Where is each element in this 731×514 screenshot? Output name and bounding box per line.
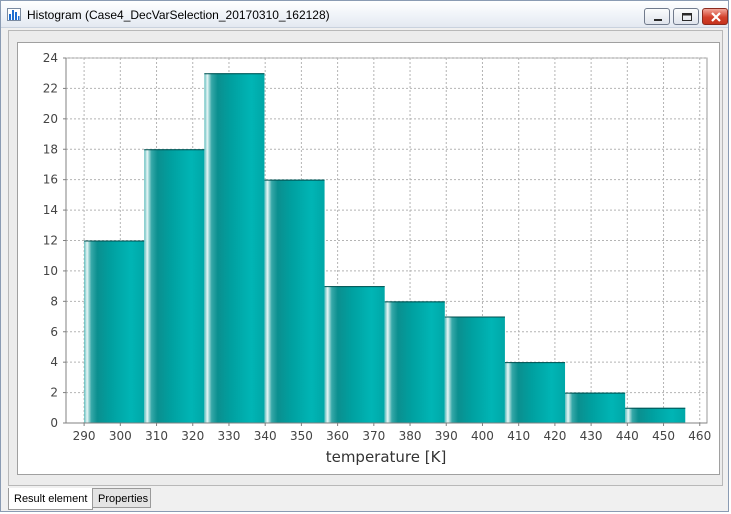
- x-tick-label: 390: [435, 429, 458, 443]
- tab-properties[interactable]: Properties: [92, 488, 151, 508]
- close-button[interactable]: [702, 8, 728, 25]
- x-tick-label: 350: [290, 429, 313, 443]
- y-tick-label: 16: [43, 173, 58, 187]
- x-tick-label: 440: [616, 429, 639, 443]
- maximize-icon: [682, 13, 692, 21]
- x-axis-label: temperature [K]: [326, 448, 447, 466]
- x-tick-label: 450: [652, 429, 675, 443]
- maximize-button[interactable]: [673, 8, 699, 25]
- close-icon: [711, 12, 721, 22]
- histogram-bar: [264, 179, 325, 423]
- y-tick-label: 24: [43, 51, 58, 65]
- minimize-icon: [654, 19, 662, 21]
- histogram-bar: [504, 362, 566, 423]
- histogram-bar: [625, 407, 686, 423]
- y-tick-label: 12: [43, 234, 58, 248]
- y-tick-label: 0: [50, 416, 58, 430]
- x-tick-label: 360: [326, 429, 349, 443]
- x-tick-label: 400: [471, 429, 494, 443]
- x-tick-label: 290: [73, 429, 96, 443]
- x-tick-label: 430: [580, 429, 603, 443]
- x-tick-label: 310: [145, 429, 168, 443]
- x-tick-label: 330: [218, 429, 241, 443]
- histogram-bar: [565, 392, 626, 423]
- y-tick-label: 10: [43, 264, 58, 278]
- y-tick-label: 2: [50, 386, 58, 400]
- histogram-bar: [444, 316, 505, 423]
- histogram-bar: [84, 240, 145, 423]
- y-tick-label: 20: [43, 112, 58, 126]
- x-tick-label: 410: [507, 429, 530, 443]
- histogram-bar: [204, 73, 265, 423]
- title-bar[interactable]: Histogram (Case4_DecVarSelection_2017031…: [1, 1, 728, 28]
- x-tick-label: 460: [688, 429, 711, 443]
- result-content-area: 0 2 4 6 8 10 12 14 16 18 20 22 24 290 300 310 320 330 340 3…: [8, 30, 723, 486]
- histogram-bar: [384, 301, 445, 423]
- plot-panel: 0 2 4 6 8 10 12 14 16 18 20 22 24 290 300 310 320 330 340 3…: [17, 42, 720, 475]
- bottom-tab-bar: Result element Properties: [8, 488, 723, 510]
- window-title: Histogram (Case4_DecVarSelection_2017031…: [27, 8, 330, 22]
- y-tick-label: 8: [50, 294, 58, 308]
- y-tick-label: 22: [43, 81, 58, 95]
- x-tick-label: 300: [109, 429, 132, 443]
- y-tick-label: 14: [43, 203, 58, 217]
- x-tick-label: 320: [181, 429, 204, 443]
- histogram-icon: [7, 8, 21, 21]
- histogram-bar: [324, 286, 385, 423]
- x-tick-label: 370: [362, 429, 385, 443]
- tab-result-element[interactable]: Result element: [8, 488, 93, 510]
- y-tick-label: 6: [50, 325, 58, 339]
- minimize-button[interactable]: [644, 8, 670, 25]
- x-tick-label: 340: [254, 429, 277, 443]
- y-tick-label: 18: [43, 142, 58, 156]
- histogram-bar: [144, 149, 205, 423]
- x-tick-label: 380: [399, 429, 422, 443]
- y-tick-label: 4: [50, 355, 58, 369]
- x-tick-label: 420: [543, 429, 566, 443]
